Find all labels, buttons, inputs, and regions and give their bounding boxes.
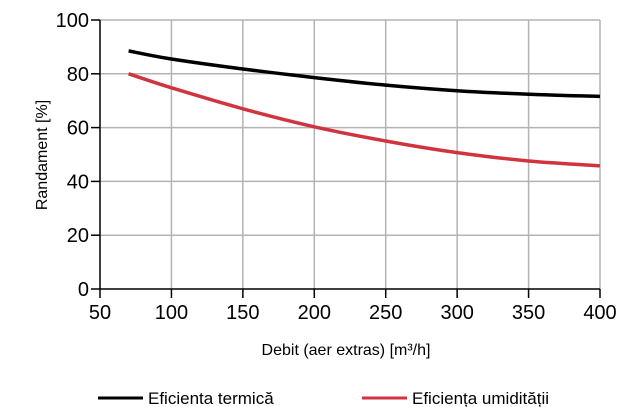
x-tick-label: 350 [512, 302, 545, 324]
y-tick-label: 100 [56, 10, 89, 32]
legend-label-2: Eficiența umidității [412, 389, 549, 407]
y-tick-label: 20 [67, 225, 89, 247]
x-axis-label: Debit (aer extras) [m³/h] [262, 342, 431, 359]
x-tick-label: 400 [583, 302, 616, 324]
x-tick-label: 50 [89, 302, 111, 324]
legend-label-1: Eficienta termică [148, 389, 274, 407]
y-axis-label: Randament [%] [34, 100, 51, 210]
x-tick-labels: 50 100 150 200 250 300 350 400 [89, 302, 617, 324]
axes [91, 19, 601, 298]
x-tick-label: 250 [369, 302, 402, 324]
y-tick-label: 0 [78, 279, 89, 301]
y-tick-label: 40 [67, 171, 89, 193]
y-tick-label: 80 [67, 64, 89, 86]
series-line-2 [128, 72, 601, 168]
series-line-1 [128, 49, 601, 99]
legend: Eficienta termică Eficiența umidității [98, 389, 549, 407]
y-tick-labels: 0 20 40 60 80 100 [56, 10, 89, 301]
y-tick-label: 60 [67, 118, 89, 140]
series-lines [128, 49, 601, 168]
x-tick-label: 150 [226, 302, 259, 324]
x-tick-label: 300 [440, 302, 473, 324]
grid-lines [100, 19, 601, 289]
x-tick-label: 200 [298, 302, 331, 324]
x-tick-label: 100 [155, 302, 188, 324]
